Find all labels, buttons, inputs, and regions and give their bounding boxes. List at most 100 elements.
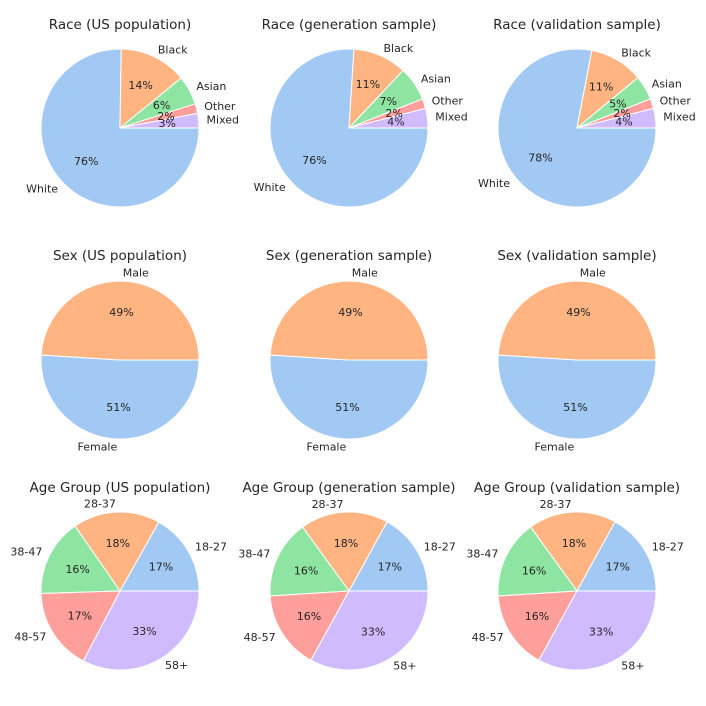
slice-percent-48-57: 16% <box>525 610 549 623</box>
slice-label-mixed: Mixed <box>663 111 695 124</box>
slice-percent-female: 51% <box>106 401 130 414</box>
slice-percent-38-47: 16% <box>65 563 89 576</box>
chart-title: Race (validation sample) <box>493 17 661 33</box>
slice-percent-48-57: 17% <box>68 610 92 623</box>
slice-label-white: White <box>26 182 58 195</box>
slice-percent-male: 49% <box>338 306 362 319</box>
slice-label-18-27: 18-27 <box>652 540 684 553</box>
chart-title: Age Group (generation sample) <box>242 480 455 496</box>
slice-percent-white: 76% <box>74 155 98 168</box>
slice-percent-male: 49% <box>566 306 590 319</box>
slice-label-mixed: Mixed <box>435 111 467 124</box>
slice-label-white: White <box>478 177 510 190</box>
slice-58 <box>310 590 429 671</box>
slice-48-57 <box>497 590 578 661</box>
slice-label-58: 58+ <box>393 659 416 672</box>
slice-label-mixed: Mixed <box>207 113 239 126</box>
slice-percent-18-27: 17% <box>378 560 402 573</box>
slice-percent-male: 49% <box>109 306 133 319</box>
chart-title: Sex (generation sample) <box>266 248 432 264</box>
chart-title: Race (US population) <box>49 17 192 33</box>
slice-male <box>497 280 657 361</box>
slice-percent-58: 33% <box>589 625 613 638</box>
slice-label-female: Female <box>534 440 574 453</box>
slice-38-47 <box>40 525 121 594</box>
slice-label-48-57: 48-57 <box>14 631 46 644</box>
slice-mixed <box>576 107 657 129</box>
slice-label-28-37: 28-37 <box>84 498 116 511</box>
slice-label-38-47: 38-47 <box>238 548 270 561</box>
slice-48-57 <box>269 590 350 661</box>
slice-percent-other: 2% <box>157 110 174 123</box>
slice-male <box>269 280 429 361</box>
slice-percent-other: 2% <box>385 107 402 120</box>
pie-sex-generation-sample: Sex (generation sample) 51% Female 49% Male <box>266 248 432 453</box>
slice-label-58: 58+ <box>621 659 644 672</box>
pie-age-group-validation-sample: Age Group (validation sample) 17% 18-27 18%… <box>466 480 683 672</box>
slice-18-27 <box>119 521 200 592</box>
pie-race-generation-sample: Race (generation sample) 76% White 11% Black… <box>254 17 468 208</box>
slice-28-37 <box>302 511 388 592</box>
slice-percent-mixed: 3% <box>158 117 175 130</box>
slice-28-37 <box>530 511 616 592</box>
slice-percent-58: 33% <box>361 625 385 638</box>
pie-sex-us-population: Sex (US population) 51% Female 49% Male <box>40 248 200 453</box>
slice-percent-asian: 6% <box>153 99 170 112</box>
slice-label-other: Other <box>660 95 692 108</box>
slice-percent-black: 11% <box>356 78 380 91</box>
slice-percent-white: 76% <box>302 154 326 167</box>
slice-mixed <box>348 107 429 129</box>
slice-percent-28-37: 18% <box>334 537 358 550</box>
slice-label-male: Male <box>352 267 378 280</box>
slice-label-28-37: 28-37 <box>312 498 344 511</box>
slice-label-male: Male <box>580 267 606 280</box>
chart-title: Age Group (US population) <box>30 480 211 496</box>
slice-mixed <box>119 112 200 129</box>
slice-female <box>269 354 429 440</box>
slice-38-47 <box>269 526 350 597</box>
slice-female <box>497 354 657 440</box>
slice-38-47 <box>497 526 578 597</box>
slice-label-18-27: 18-27 <box>195 541 227 554</box>
pie-race-validation-sample: Race (validation sample) 78% White 11% Black… <box>478 17 696 208</box>
slice-28-37 <box>74 511 160 592</box>
slice-48-57 <box>40 590 121 662</box>
slice-percent-38-47: 16% <box>294 564 318 577</box>
slice-percent-black: 14% <box>128 79 152 92</box>
slice-percent-28-37: 18% <box>562 537 586 550</box>
slice-58 <box>538 590 657 671</box>
slice-label-female: Female <box>77 440 117 453</box>
slice-female <box>40 354 200 440</box>
slice-percent-38-47: 16% <box>522 564 546 577</box>
slice-label-28-37: 28-37 <box>540 498 572 511</box>
slice-label-black: Black <box>158 43 188 56</box>
slice-male <box>40 280 200 361</box>
slice-label-asian: Asian <box>652 77 682 90</box>
slice-label-38-47: 38-47 <box>10 545 42 558</box>
slice-percent-18-27: 17% <box>606 560 630 573</box>
slice-percent-female: 51% <box>563 401 587 414</box>
slice-percent-58: 33% <box>132 625 156 638</box>
slice-label-white: White <box>254 181 286 194</box>
slice-percent-28-37: 18% <box>106 537 130 550</box>
pie-age-group-generation-sample: Age Group (generation sample) 17% 18-27 18%… <box>238 480 455 672</box>
pie-sex-validation-sample: Sex (validation sample) 51% Female 49% Male <box>497 248 656 453</box>
slice-label-58: 58+ <box>165 659 188 672</box>
slice-percent-female: 51% <box>335 401 359 414</box>
slice-label-18-27: 18-27 <box>424 540 456 553</box>
slice-58 <box>82 590 200 671</box>
pie-race-us-population: Race (US population) 76% White 14% Black 6% As… <box>26 17 239 208</box>
slice-18-27 <box>348 521 429 592</box>
slice-percent-asian: 7% <box>379 95 396 108</box>
pie-age-group-us-population: Age Group (US population) 17% 18-27 18% 28-3… <box>10 480 227 672</box>
slice-label-other: Other <box>204 100 236 113</box>
chart-title: Sex (US population) <box>53 248 187 264</box>
slice-label-asian: Asian <box>196 80 226 93</box>
slice-percent-white: 78% <box>528 152 552 165</box>
slice-label-black: Black <box>621 47 651 60</box>
slice-percent-other: 2% <box>613 107 630 120</box>
slice-black <box>119 48 182 129</box>
slice-label-black: Black <box>384 42 414 55</box>
chart-title: Age Group (validation sample) <box>474 480 680 496</box>
